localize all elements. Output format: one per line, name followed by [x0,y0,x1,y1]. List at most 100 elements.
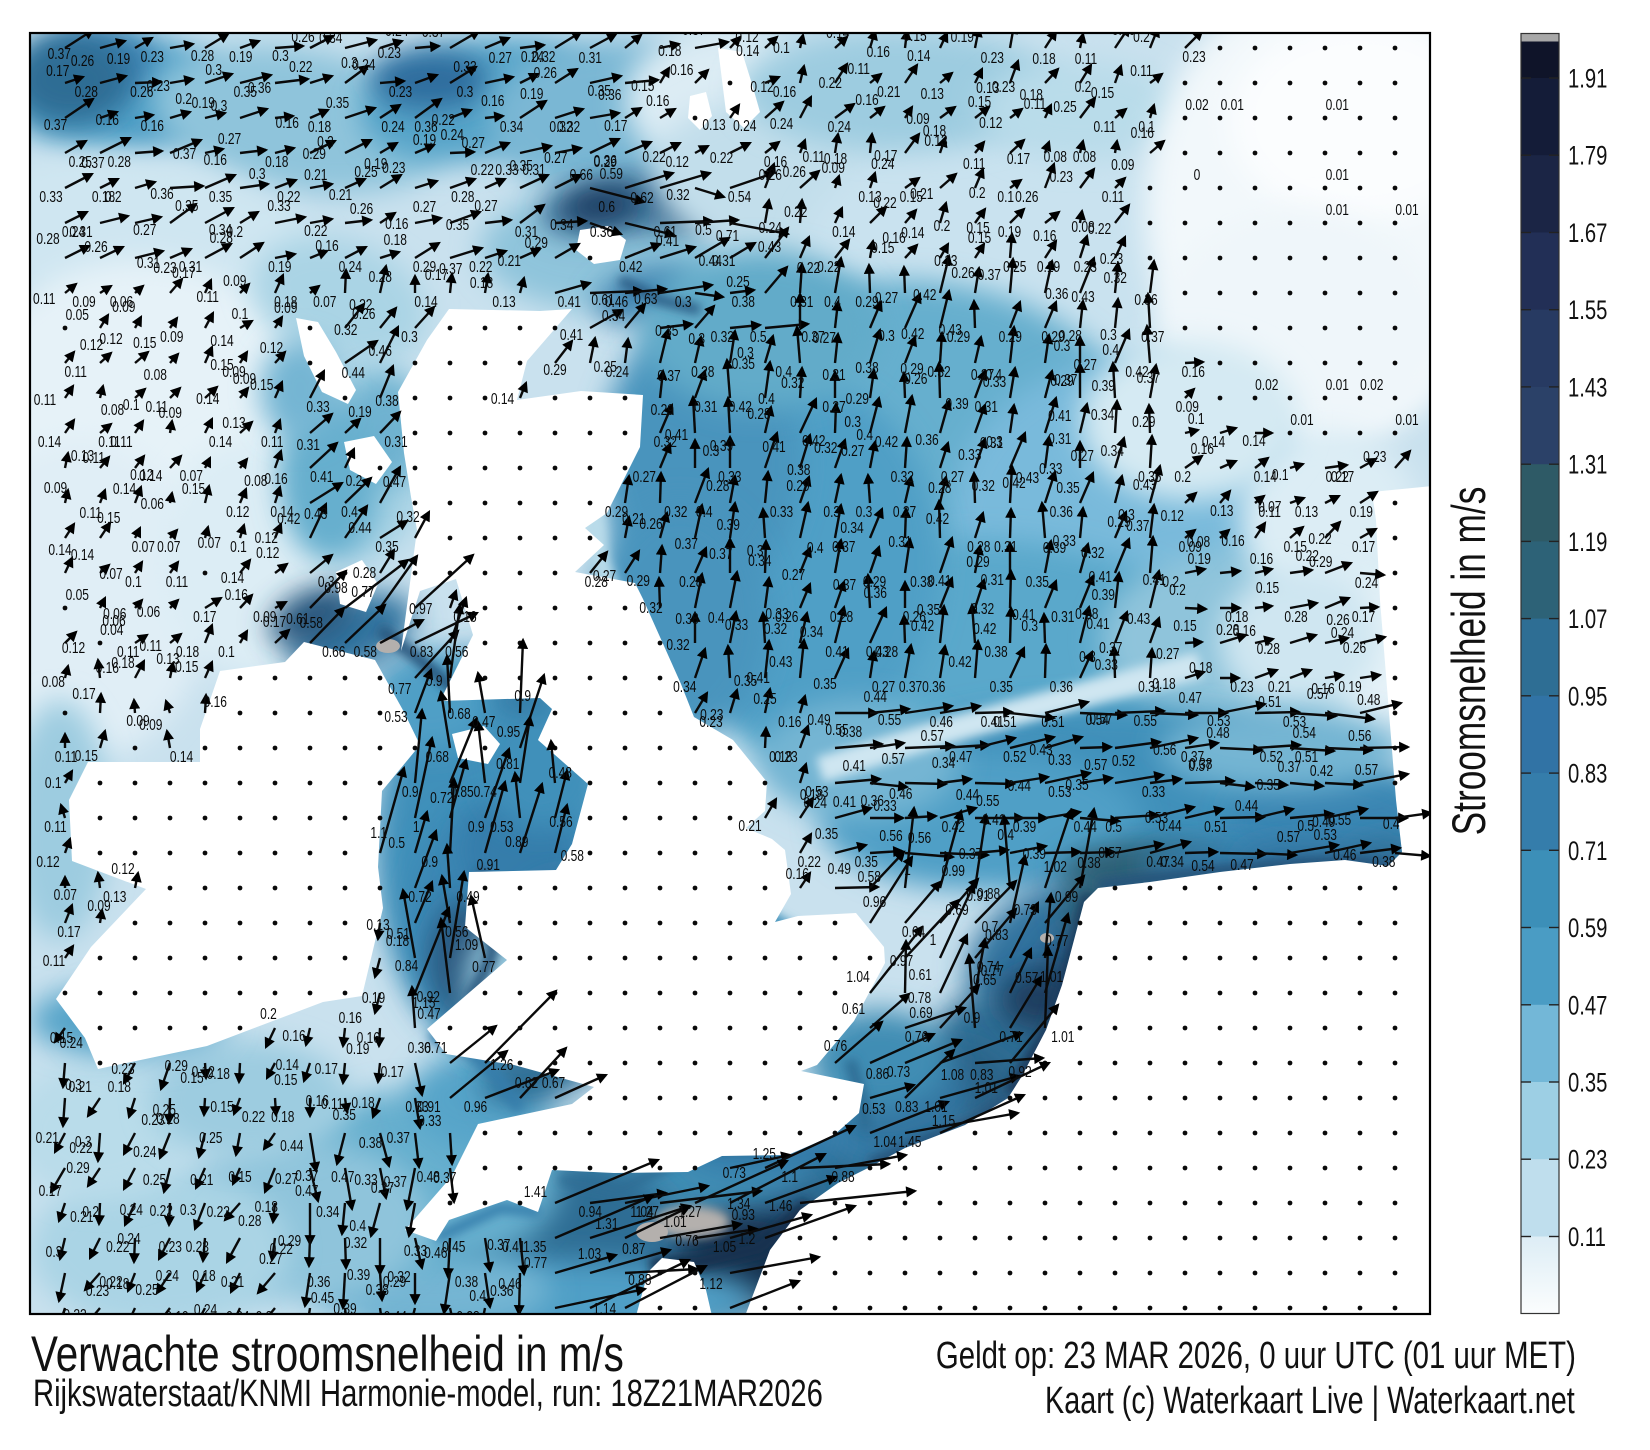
svg-text:0.21: 0.21 [70,1207,93,1225]
svg-text:0.15: 0.15 [175,657,198,675]
svg-text:0.15: 0.15 [1284,537,1307,555]
svg-text:0.65: 0.65 [973,970,996,988]
svg-text:0.08: 0.08 [101,400,124,418]
svg-text:0.31: 0.31 [69,222,92,240]
svg-text:0.14: 0.14 [1202,432,1225,450]
svg-text:0.35: 0.35 [855,852,878,870]
svg-text:0.22: 0.22 [277,187,300,205]
svg-text:0.48: 0.48 [417,1167,440,1185]
svg-text:0.9: 0.9 [514,686,531,704]
svg-text:0.2: 0.2 [82,1202,99,1220]
svg-text:0.83: 0.83 [410,642,433,660]
svg-text:0.37: 0.37 [709,544,732,562]
svg-text:0.29: 0.29 [855,292,878,310]
svg-text:0.41: 0.41 [825,642,848,660]
svg-text:0.77: 0.77 [388,679,411,697]
svg-text:0.44: 0.44 [864,687,887,705]
svg-text:0.19: 0.19 [348,402,371,420]
svg-text:0.6: 0.6 [598,197,615,215]
svg-text:0.16: 0.16 [96,658,119,676]
svg-text:1.04: 1.04 [630,1202,653,1220]
svg-text:0.13: 0.13 [924,131,947,149]
svg-text:0.28: 0.28 [156,1109,179,1127]
svg-text:0.15: 0.15 [1091,83,1114,101]
svg-text:0.07: 0.07 [1258,497,1281,515]
svg-text:0.35: 0.35 [732,354,755,372]
svg-text:0.14: 0.14 [276,1055,299,1073]
svg-text:0.23: 0.23 [1074,257,1097,275]
svg-text:0.66: 0.66 [322,642,345,660]
svg-text:0.27: 0.27 [941,467,964,485]
svg-text:1.01: 1.01 [924,1097,947,1115]
svg-text:0.31: 0.31 [384,432,407,450]
svg-text:0.23: 0.23 [1230,677,1253,695]
svg-text:0.34: 0.34 [800,622,823,640]
svg-text:0.26: 0.26 [904,369,927,387]
svg-text:0.55: 0.55 [976,791,999,809]
svg-text:0.37: 0.37 [173,144,196,162]
svg-text:1.15: 1.15 [561,1309,584,1327]
svg-text:0.21: 0.21 [69,1077,92,1095]
svg-text:0.38: 0.38 [366,1280,389,1298]
svg-text:0.02: 0.02 [1185,95,1208,113]
svg-text:0.77: 0.77 [981,961,1004,979]
svg-text:0.34: 0.34 [316,1202,339,1220]
svg-text:0.24: 0.24 [352,55,375,73]
svg-text:0.19: 0.19 [1350,502,1373,520]
svg-text:0.16: 0.16 [1131,123,1154,141]
svg-text:0.7: 0.7 [982,917,999,935]
svg-text:0.17: 0.17 [72,684,95,702]
svg-text:0.25: 0.25 [1003,257,1026,275]
svg-text:0.43: 0.43 [1029,740,1052,758]
svg-text:0.33: 0.33 [39,187,62,205]
svg-text:0.33: 0.33 [1039,459,1062,477]
svg-text:0.4: 0.4 [775,362,792,380]
svg-text:0.31: 0.31 [790,292,813,310]
svg-text:0.27: 0.27 [593,566,616,584]
svg-text:0.57: 0.57 [1098,843,1121,861]
svg-text:0.16: 0.16 [339,1008,362,1026]
svg-text:0.18: 0.18 [824,149,847,167]
svg-text:0.58: 0.58 [354,642,377,660]
svg-text:0.2: 0.2 [226,222,243,240]
svg-text:1.19: 1.19 [1568,527,1607,558]
svg-text:0.15: 0.15 [182,479,205,497]
svg-text:0.23: 0.23 [147,76,170,94]
svg-text:0.24: 0.24 [120,1200,143,1218]
svg-text:0.58: 0.58 [300,613,323,631]
svg-text:0.18: 0.18 [351,1093,374,1111]
svg-text:0.33: 0.33 [267,196,290,214]
svg-text:0.28: 0.28 [353,563,376,581]
svg-text:0.01: 0.01 [1221,95,1244,113]
svg-text:0.72: 0.72 [430,788,453,806]
svg-text:0.18: 0.18 [274,292,297,310]
svg-text:0.24: 0.24 [339,257,362,275]
svg-text:0.44: 0.44 [699,251,722,269]
svg-text:0.4: 0.4 [341,502,358,520]
svg-text:0.16: 0.16 [385,214,408,232]
svg-text:0.59: 0.59 [600,164,623,182]
svg-text:0.28: 0.28 [369,267,392,285]
svg-text:0.37: 0.37 [295,1166,318,1184]
svg-text:0.24: 0.24 [770,114,793,132]
svg-text:0.3: 0.3 [249,164,266,182]
svg-text:0.29: 0.29 [900,359,923,377]
svg-text:0.11: 0.11 [1075,49,1098,67]
svg-text:1.41: 1.41 [524,1182,547,1200]
svg-text:0.14: 0.14 [491,389,514,407]
svg-text:0.26: 0.26 [1343,638,1366,656]
svg-text:0.28: 0.28 [830,607,853,625]
svg-text:0.11: 0.11 [146,397,169,415]
svg-text:0.56: 0.56 [908,828,931,846]
svg-text:0.42: 0.42 [875,432,898,450]
svg-text:0.61: 0.61 [842,999,865,1017]
svg-text:0.31: 0.31 [522,160,545,178]
svg-text:0.83: 0.83 [985,925,1008,943]
svg-text:0.81: 0.81 [496,754,519,772]
svg-text:0.29: 0.29 [999,327,1022,345]
svg-text:0.09: 0.09 [160,327,183,345]
svg-text:0.06: 0.06 [102,611,125,629]
svg-text:0.88: 0.88 [831,1167,854,1185]
svg-text:0.21: 0.21 [738,816,761,834]
svg-text:0.18: 0.18 [769,747,792,765]
